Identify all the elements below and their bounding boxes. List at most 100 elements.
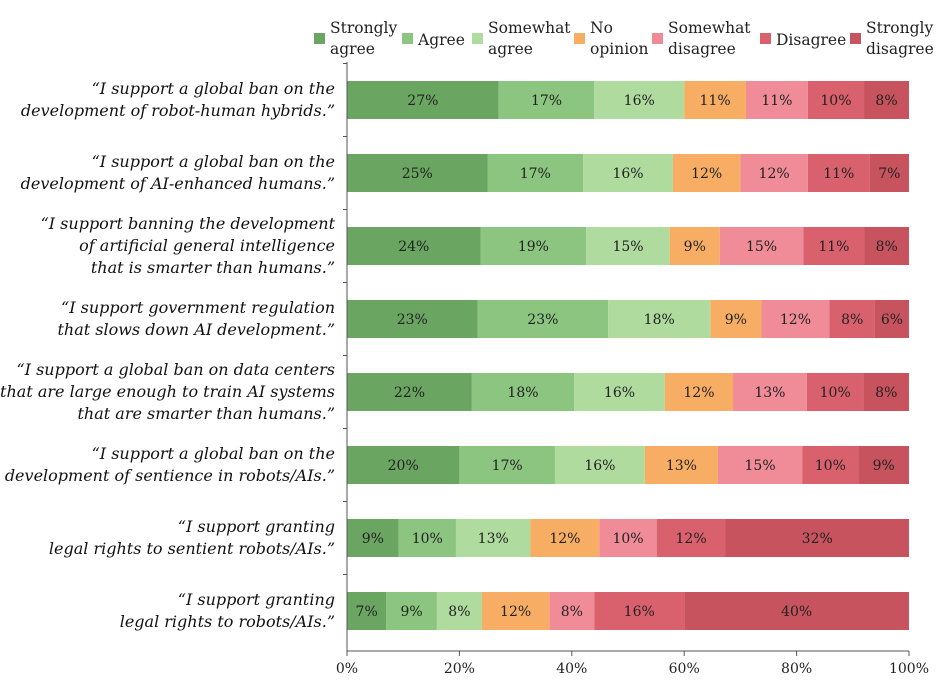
x-tick-label: 0% [336,661,358,677]
data-label: 16% [604,385,635,401]
data-label: 20% [388,458,419,474]
data-label: 19% [518,239,549,255]
data-label: 40% [781,604,812,620]
x-tick-label: 100% [889,661,929,677]
category-label: that are smarter than humans.” [78,404,336,423]
legend-item: Agree [402,31,465,49]
category-label: “I support granting [178,517,335,536]
data-label: 6% [881,312,903,328]
data-label: 8% [876,239,898,255]
legend-label: Somewhat [488,19,571,37]
data-label: 12% [683,385,714,401]
data-label: 10% [820,93,851,109]
legend-item: Strongly agree [314,19,397,58]
legend-swatch [314,33,325,44]
legend-label: agree [488,40,533,58]
legend-swatch [472,33,483,44]
legend-item: Somewhat disagree [652,19,751,58]
legend-item: Disagree [760,31,846,49]
data-label: 12% [500,604,531,620]
x-tick-label: 40% [556,661,587,677]
data-label: 11% [761,93,792,109]
data-label: 16% [624,604,655,620]
legend-label: Strongly [866,19,933,37]
data-label: 25% [402,166,433,182]
data-label: 17% [531,93,562,109]
legend-item: Strongly disagree [850,19,934,58]
data-label: 15% [746,239,777,255]
data-label: 10% [412,531,443,547]
chart-row: “I support a global ban on data centers t… [0,356,909,424]
data-label: 15% [612,239,643,255]
data-label: 12% [549,531,580,547]
data-label: 10% [612,531,643,547]
data-label: 17% [492,458,523,474]
x-tick-label: 60% [669,661,700,677]
category-label: “I support banning the development [41,214,336,233]
legend-item: Somewhat agree [472,19,571,58]
data-label: 12% [691,166,722,182]
category-label: development of sentience in robots/AIs.” [5,466,335,485]
data-label: 13% [478,531,509,547]
category-label: that slows down AI development.” [57,320,335,339]
legend-label: Strongly [330,19,397,37]
data-label: 16% [612,166,643,182]
legend-label: Agree [417,31,465,49]
chart-row: “I support a global ban on the developmen… [5,429,909,486]
data-label: 22% [394,385,425,401]
data-label: 12% [759,166,790,182]
chart-row: “I support granting legal rights to robot… [120,575,909,632]
category-label: “I support granting [178,590,335,609]
category-label: “I support a global ban on the [92,444,335,463]
data-label: 9% [725,312,747,328]
legend: Stronglyagree Agree Somewhat agree Noopinion… [314,19,934,58]
data-label: 13% [754,385,785,401]
data-label: 17% [520,166,551,182]
data-label: 11% [700,93,731,109]
chart-row: “I support granting legal rights to senti… [49,502,909,559]
data-label: 9% [873,458,895,474]
legend-label: Disagree [776,31,846,49]
data-label: 9% [401,604,423,620]
data-label: 27% [407,93,438,109]
data-label: 18% [507,385,538,401]
x-tick-label: 80% [781,661,812,677]
data-label: 8% [561,604,583,620]
chart-row: “I support a global ban on the developmen… [21,137,909,194]
data-label: 12% [676,531,707,547]
category-label: of artificial general intelligence [79,236,335,255]
data-label: 8% [875,385,897,401]
data-label: 11% [823,166,854,182]
data-label: 32% [802,531,833,547]
legend-swatch [574,33,585,44]
data-label: 8% [875,93,897,109]
data-label: 18% [644,312,675,328]
chart-row: “I support banning the development of art… [41,210,909,278]
data-label: 23% [527,312,558,328]
category-label: development of robot-human hybrids.” [21,101,335,120]
category-label: legal rights to robots/AIs.” [120,612,335,631]
data-label: 24% [398,239,429,255]
legend-label: disagree [866,40,934,58]
data-label: 23% [397,312,428,328]
legend-label: Somewhat [668,19,751,37]
data-label: 16% [624,93,655,109]
data-label: 16% [584,458,615,474]
legend-swatch [760,33,771,44]
data-label: 9% [362,531,384,547]
x-tick-label: 20% [444,661,475,677]
legend-item: No opinion [574,19,648,58]
legend-label: opinion [590,40,648,58]
data-label: 7% [356,604,378,620]
legend-label: disagree [668,40,736,58]
data-label: 10% [815,458,846,474]
category-label: that are large enough to train AI system… [0,382,335,401]
category-label: legal rights to sentient robots/AIs.” [49,539,335,558]
category-label: “I support a global ban on the [92,79,335,98]
category-label: “I support government regulation [61,298,335,317]
data-label: 15% [745,458,776,474]
legend-swatch [652,33,663,44]
legend-swatch [402,33,413,44]
data-label: 7% [878,166,900,182]
data-label: 12% [780,312,811,328]
